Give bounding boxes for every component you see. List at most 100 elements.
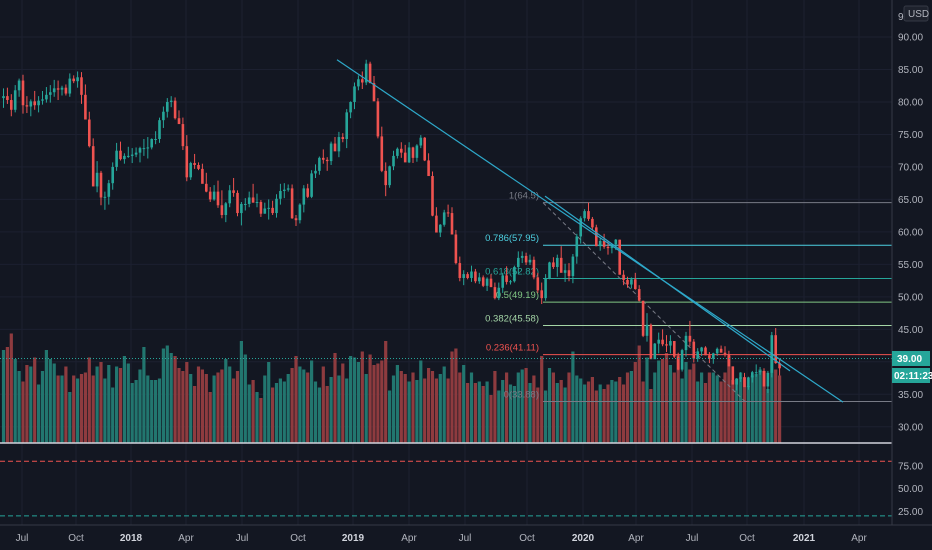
fib-level-label: 0.786(57.95) [485,233,539,244]
fib-level-label: 0.618(52.82) [485,267,539,278]
time-tick-label: Oct [519,533,535,544]
volume-bar [715,375,719,443]
candle-body [197,164,200,169]
volume-bar [130,383,134,443]
price-tick-label: 65.00 [898,195,923,206]
volume-bar [758,369,762,443]
volume-bar [232,378,236,443]
volume-bar [220,369,224,443]
volume-bar [310,360,314,443]
volume-bar [115,366,119,443]
candle-body [641,300,645,336]
candle-body [688,335,692,342]
corner-glyph: 9 [898,12,904,23]
candle-body [181,124,185,147]
volume-bar [434,378,438,443]
countdown-badge [892,368,930,383]
time-axis[interactable]: Jul Oct 2018 Apr Jul Oct 2019 Apr Jul Oct 2020 Apr J… [16,533,868,544]
candle-body [208,191,212,200]
volume-bar [450,351,454,443]
candle-body [536,277,540,291]
volume-bar [540,356,544,443]
volume-bar [723,372,727,443]
candle-body [614,239,618,245]
volume-bar [770,354,774,443]
volume-bar [79,374,84,443]
candle-body [645,324,649,336]
volume-bar [17,371,21,443]
trendline-layer[interactable] [0,59,892,403]
volume-bar [87,357,91,443]
candle-body [743,377,746,388]
indicator-axis[interactable]: 25.00 50.00 75.00 [898,461,923,518]
volume-bar [719,381,723,443]
volume-bar [731,380,735,443]
volume-bar [696,381,700,443]
volume-bar [727,356,731,443]
candle-body [540,290,543,299]
candle-body [595,227,598,247]
volume-bar [349,356,353,443]
volume-bar [442,366,446,443]
volume-bar [48,359,52,443]
candle-body [774,335,777,364]
candle-body [205,183,208,192]
volume-bar [610,380,614,443]
volume-bar [212,375,216,443]
time-tick-label: Apr [178,533,194,544]
candle-body [388,166,391,186]
candle-body [380,136,384,171]
candle-body [559,257,563,273]
volume-bar [376,363,380,443]
candle-body [606,246,610,249]
candle-body [669,341,672,346]
volume-bar [497,390,501,443]
candle-body [6,96,9,101]
candle-body [146,147,150,149]
candle-body [458,263,462,279]
currency-label[interactable]: USD [908,9,929,20]
candle-body [653,343,657,360]
currency-box[interactable] [903,5,929,22]
volume-bar [142,347,146,443]
candle-body [41,99,44,101]
candle-body [173,100,177,119]
indicator-tick-label: 25.00 [898,507,923,518]
volume-bar [395,365,399,443]
volume-bar [298,366,302,443]
volume-bar [356,362,360,443]
volume-bar [364,374,368,443]
candle-body [513,266,516,282]
candle-body [255,202,259,204]
fib-level-label: 0(33.88) [504,390,539,401]
volume-bar [341,363,345,443]
volume-bar [446,378,450,443]
volume-bar [645,357,649,443]
volume-bar [563,387,567,443]
volume-bar [641,381,645,443]
volume-bar [368,354,372,443]
volume-bar [154,380,158,443]
volume-bar [407,381,411,443]
candle-body [532,259,536,278]
volume-bar [520,369,524,443]
candle-body [306,188,309,197]
volume-bar [228,366,232,443]
candle-body [236,192,239,214]
candle-body [552,262,555,267]
candle-body [567,270,571,277]
candlesticks [2,59,781,393]
volume-bar [13,359,17,443]
volume-bar [360,351,364,443]
volume-bar [555,383,559,443]
indicator-tick-label: 50.00 [898,484,923,495]
volume-bar [532,375,536,443]
candle-body [715,348,719,354]
candle-body [563,270,567,273]
candle-body [602,240,606,247]
volume-bar [267,362,271,443]
volume-bar [380,360,384,443]
volume-bar [208,392,212,443]
candle-body [107,183,111,197]
